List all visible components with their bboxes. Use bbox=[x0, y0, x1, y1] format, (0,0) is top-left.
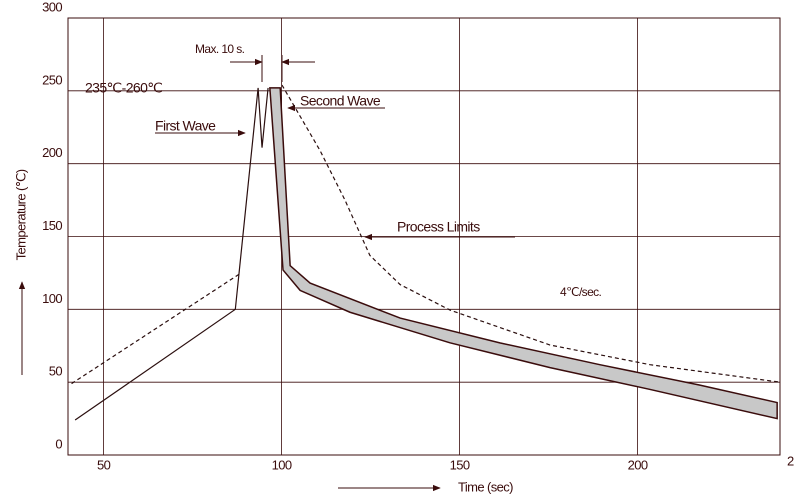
y-tick-label: 150 bbox=[42, 218, 62, 233]
y-tick-label: 250 bbox=[42, 72, 62, 87]
annotation: 4℃/sec. bbox=[560, 285, 602, 299]
y-tick-label: 300 bbox=[42, 0, 62, 14]
series-line bbox=[74, 87, 269, 421]
x-tick-label: 200 bbox=[628, 457, 648, 472]
y-tick-label: 50 bbox=[49, 364, 63, 379]
annotation: First Wave bbox=[155, 118, 216, 134]
series-line bbox=[281, 84, 781, 383]
y-tick-label: 0 bbox=[55, 436, 62, 451]
band bbox=[269, 87, 778, 420]
annotation: Process Limits bbox=[397, 219, 480, 235]
y-tick-label: 100 bbox=[42, 291, 62, 306]
annotation: Max. 10 s. bbox=[195, 42, 245, 56]
annotation: 235℃-260℃ bbox=[85, 80, 162, 96]
plot-frame bbox=[67, 17, 781, 456]
x-axis-label: Time (sec) bbox=[458, 479, 513, 494]
corner-label: 2 bbox=[787, 453, 794, 468]
x-tick-label: 100 bbox=[272, 457, 292, 472]
x-tick-label: 50 bbox=[97, 457, 111, 472]
y-axis-label: Temperature (℃) bbox=[13, 169, 28, 260]
y-tick-label: 200 bbox=[42, 145, 62, 160]
x-tick-label: 150 bbox=[450, 457, 470, 472]
annotation: Second Wave bbox=[300, 93, 381, 109]
series-line bbox=[71, 273, 240, 385]
